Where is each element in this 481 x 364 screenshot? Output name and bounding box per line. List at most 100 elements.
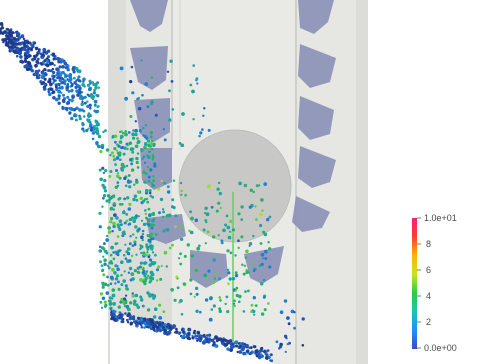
particle [195,337,198,340]
particle [234,340,239,345]
particle [109,153,112,157]
particle [103,194,107,198]
particle [128,202,132,206]
particle [284,350,287,353]
particle [142,304,145,308]
particle [178,331,182,335]
particle [189,210,193,214]
particle [0,31,4,34]
particle [163,181,167,185]
particle [249,188,253,192]
particle [207,269,211,273]
particle [235,286,239,290]
particle [112,202,117,206]
particle [154,113,158,117]
particle [150,226,154,230]
particle [117,280,120,284]
particle [110,245,114,250]
particle [101,296,106,301]
particle [194,335,197,338]
particle [15,54,19,58]
particle [171,243,174,247]
particle [5,34,9,38]
particle [215,336,219,340]
particle [252,345,256,348]
particle [250,303,254,307]
particle [146,321,149,325]
particle [259,223,263,228]
particle [163,330,166,333]
particle [225,295,229,299]
particle [208,333,212,337]
particle [194,218,199,223]
particle [93,99,98,104]
particle [166,70,170,74]
particle [109,253,113,257]
particle [113,271,117,275]
particle [126,196,130,200]
particle [114,277,119,281]
particle [73,76,76,80]
particle [105,291,110,295]
particle [114,242,118,246]
particle [238,300,241,304]
colorbar-label-min: 0.0e+00 [424,343,457,353]
particle [231,277,236,281]
particle [150,147,154,151]
particle [141,233,145,236]
particle [82,80,85,83]
particle [117,197,121,201]
particle [106,264,110,267]
particle [146,247,150,251]
particle [57,89,61,94]
particle [117,305,122,309]
particle [118,219,123,223]
particle [121,231,125,235]
particle [265,353,269,357]
particle [116,274,120,278]
particle [93,103,97,107]
particle [166,325,169,328]
colorbar-ticks [417,217,421,349]
particle [203,107,206,110]
particle [22,37,26,41]
particle [234,271,238,275]
particle [188,337,192,341]
particle [275,340,279,344]
particle [170,288,174,292]
particle [149,279,153,283]
particle [260,253,265,257]
particle [220,241,224,245]
particle [257,352,261,356]
particle [240,235,244,239]
particle [20,34,25,39]
particle [144,161,147,164]
particle [123,304,127,308]
particle [136,270,140,274]
particle [114,140,117,144]
particle [243,183,248,188]
particle [241,347,245,352]
particle [161,215,165,219]
particle [119,130,122,134]
particle [232,343,235,346]
particle [109,220,113,224]
particle [238,350,243,354]
particle [140,59,143,62]
particle [218,309,222,314]
particle [151,158,154,161]
particle [95,129,100,133]
colorbar-scale [412,218,417,349]
particle [151,219,155,223]
particle [120,297,124,302]
bucket [244,246,284,284]
particle [57,94,61,98]
particle [91,137,95,141]
particle [96,94,100,98]
particle [109,206,114,211]
particle [23,59,28,63]
particle [226,225,231,230]
particle [129,80,133,84]
particle [208,317,213,322]
particle [77,69,82,74]
